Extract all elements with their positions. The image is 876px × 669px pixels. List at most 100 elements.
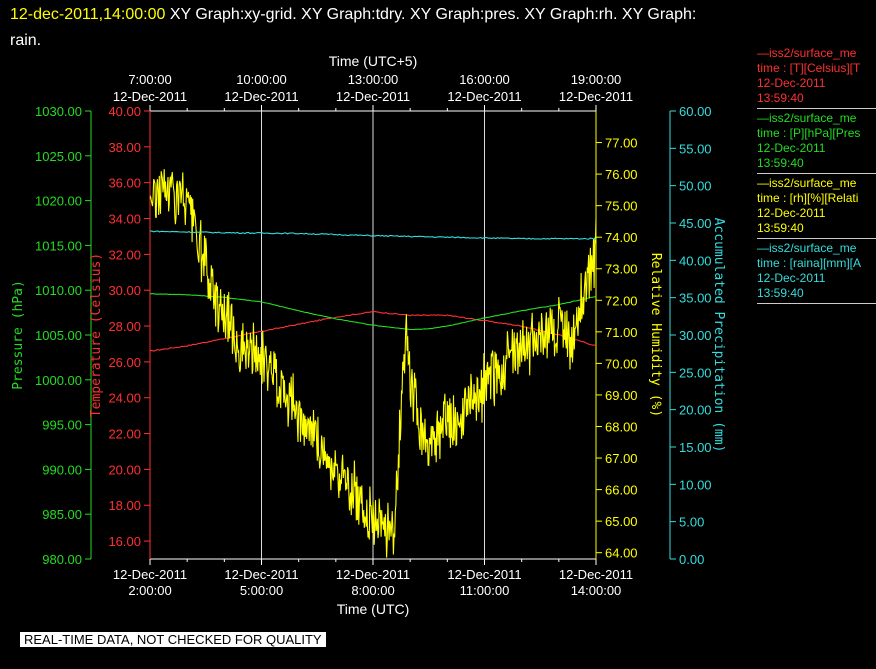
y-tick-label-humidity: 75.00 (605, 199, 638, 214)
y-tick-label-precip: 20.00 (679, 403, 712, 418)
legend-text: 13:59:40 (757, 156, 804, 170)
x-axis-label: Time (UTC) (337, 601, 410, 617)
legend-text: —iss2/surface_me (757, 176, 857, 190)
y-tick-label-precip: 5.00 (679, 515, 704, 530)
y-tick-label-pressure: 990.00 (42, 462, 82, 477)
y-tick-label-temperature: 36.00 (108, 176, 141, 191)
y-tick-label-precip: 40.00 (679, 253, 712, 268)
x-tick-label: 2:00:00 (128, 583, 171, 598)
y-tick-label-precip: 55.00 (679, 141, 712, 156)
y-tick-label-precip: 30.00 (679, 328, 712, 343)
y-tick-label-precip: 50.00 (679, 179, 712, 194)
x-top-tick-label: 13:00:00 (348, 72, 399, 87)
series-line-humidity (149, 169, 597, 558)
x-tick-label: 12-Dec-2011 (559, 567, 633, 582)
series-line-temperature (149, 310, 597, 352)
y-tick-label-precip: 10.00 (679, 477, 712, 492)
y-tick-label-temperature: 40.00 (108, 104, 141, 119)
legend-text: 12-Dec-2011 (757, 141, 826, 155)
x-top-tick-label: 12-Dec-2011 (447, 89, 521, 104)
x-tick-label: 11:00:00 (460, 583, 510, 598)
legend-entry: —iss2/surface_me time : [raina][mm][A 12-D… (757, 241, 876, 304)
y-tick-label-precip: 0.00 (679, 552, 704, 567)
y-tick-label-pressure: 980.00 (42, 552, 82, 567)
y-tick-label-humidity: 76.00 (605, 167, 638, 182)
title-graphs-cont: rain. (10, 32, 42, 49)
y-tick-label-pressure: 1025.00 (35, 149, 82, 164)
legend-entry: —iss2/surface_me time : [T][Celsius][T 12-… (757, 46, 876, 109)
x-top-tick-label: 19:00:00 (571, 72, 622, 87)
y-tick-label-pressure: 1030.00 (35, 104, 82, 119)
legend-text: time : [rh][%][Relati (757, 191, 859, 205)
legend-text: 13:59:40 (757, 91, 804, 105)
legend-text: 13:59:40 (757, 221, 804, 235)
y-tick-label-precip: 60.00 (679, 104, 712, 119)
y-tick-label-temperature: 34.00 (108, 212, 141, 227)
title-date: 12-dec-2011,14:00:00 (10, 6, 166, 23)
y-tick-label-precip: 25.00 (679, 365, 712, 380)
y-tick-label-temperature: 16.00 (108, 534, 141, 549)
legend-text: 13:59:40 (757, 286, 804, 300)
y-tick-label-humidity: 70.00 (605, 356, 638, 371)
quality-warning: REAL-TIME DATA, NOT CHECKED FOR QUALITY (20, 632, 326, 647)
legend-text: —iss2/surface_me (757, 46, 857, 60)
y-tick-label-pressure: 1015.00 (35, 238, 82, 253)
y-axis-label-pressure: Pressure (hPa) (11, 280, 26, 390)
title-line-1: 12-dec-2011,14:00:00 XY Graph:xy-grid. X… (10, 6, 696, 24)
y-axis-label-humidity: Relative Humidity (%) (648, 253, 663, 417)
x-tick-label: 14:00:00 (571, 583, 622, 598)
legend-entry: —iss2/surface_me time : [rh][%][Relati 12-… (757, 176, 876, 239)
y-tick-label-temperature: 30.00 (108, 283, 141, 298)
legend: —iss2/surface_me time : [T][Celsius][T 12-… (757, 46, 876, 306)
title-line-2: rain. (10, 32, 41, 50)
series-line-precip (150, 230, 596, 240)
y-tick-label-pressure: 1020.00 (35, 194, 82, 209)
y-tick-label-humidity: 69.00 (605, 388, 638, 403)
y-tick-label-pressure: 985.00 (42, 507, 82, 522)
x-top-tick-label: 12-Dec-2011 (113, 89, 187, 104)
y-tick-label-temperature: 38.00 (108, 140, 141, 155)
y-tick-label-humidity: 77.00 (605, 136, 638, 151)
x-top-tick-label: 12-Dec-2011 (224, 89, 298, 104)
legend-text: time : [T][Celsius][T (757, 61, 861, 75)
y-axis-label-precip: Accumulated Precipitation (mm) (711, 218, 726, 453)
y-tick-label-precip: 35.00 (679, 291, 712, 306)
y-tick-label-temperature: 24.00 (108, 391, 141, 406)
legend-text: time : [P][hPa][Pres (757, 126, 861, 140)
y-tick-label-pressure: 1005.00 (35, 328, 82, 343)
x-top-tick-label: 7:00:00 (128, 72, 171, 87)
y-tick-label-pressure: 995.00 (42, 418, 82, 433)
y-tick-label-temperature: 28.00 (108, 319, 141, 334)
x-tick-label: 12-Dec-2011 (336, 567, 410, 582)
legend-text: 12-Dec-2011 (757, 271, 826, 285)
y-tick-label-temperature: 20.00 (108, 462, 141, 477)
y-tick-label-temperature: 18.00 (108, 498, 141, 513)
legend-entry: —iss2/surface_me time : [P][hPa][Pres 12-D… (757, 111, 876, 174)
y-tick-label-humidity: 72.00 (605, 293, 638, 308)
y-tick-label-precip: 45.00 (679, 216, 712, 231)
y-axis-label-temperature: Temperature (Celsius) (89, 253, 104, 417)
x-tick-label: 12-Dec-2011 (113, 567, 187, 582)
y-tick-label-humidity: 65.00 (605, 514, 638, 529)
y-tick-label-temperature: 22.00 (108, 427, 141, 442)
x-tick-label: 8:00:00 (351, 583, 394, 598)
x-top-axis-label: Time (UTC+5) (329, 53, 418, 69)
y-tick-label-humidity: 64.00 (605, 546, 638, 561)
legend-text: time : [raina][mm][A (757, 256, 862, 270)
y-tick-label-temperature: 26.00 (108, 355, 141, 370)
y-tick-label-pressure: 1000.00 (35, 373, 82, 388)
legend-text: 12-Dec-2011 (757, 206, 826, 220)
y-tick-label-humidity: 73.00 (605, 262, 638, 277)
legend-text: —iss2/surface_me (757, 241, 857, 255)
x-tick-label: 12-Dec-2011 (447, 567, 521, 582)
y-tick-label-humidity: 74.00 (605, 230, 638, 245)
title-graphs: XY Graph:xy-grid. XY Graph:tdry. XY Grap… (169, 6, 697, 23)
x-top-tick-label: 10:00:00 (236, 72, 287, 87)
y-tick-label-temperature: 32.00 (108, 247, 141, 262)
y-tick-label-humidity: 68.00 (605, 419, 638, 434)
x-tick-label: 12-Dec-2011 (224, 567, 298, 582)
x-top-tick-label: 16:00:00 (459, 72, 510, 87)
y-tick-label-humidity: 67.00 (605, 451, 638, 466)
legend-text: 12-Dec-2011 (757, 76, 826, 90)
